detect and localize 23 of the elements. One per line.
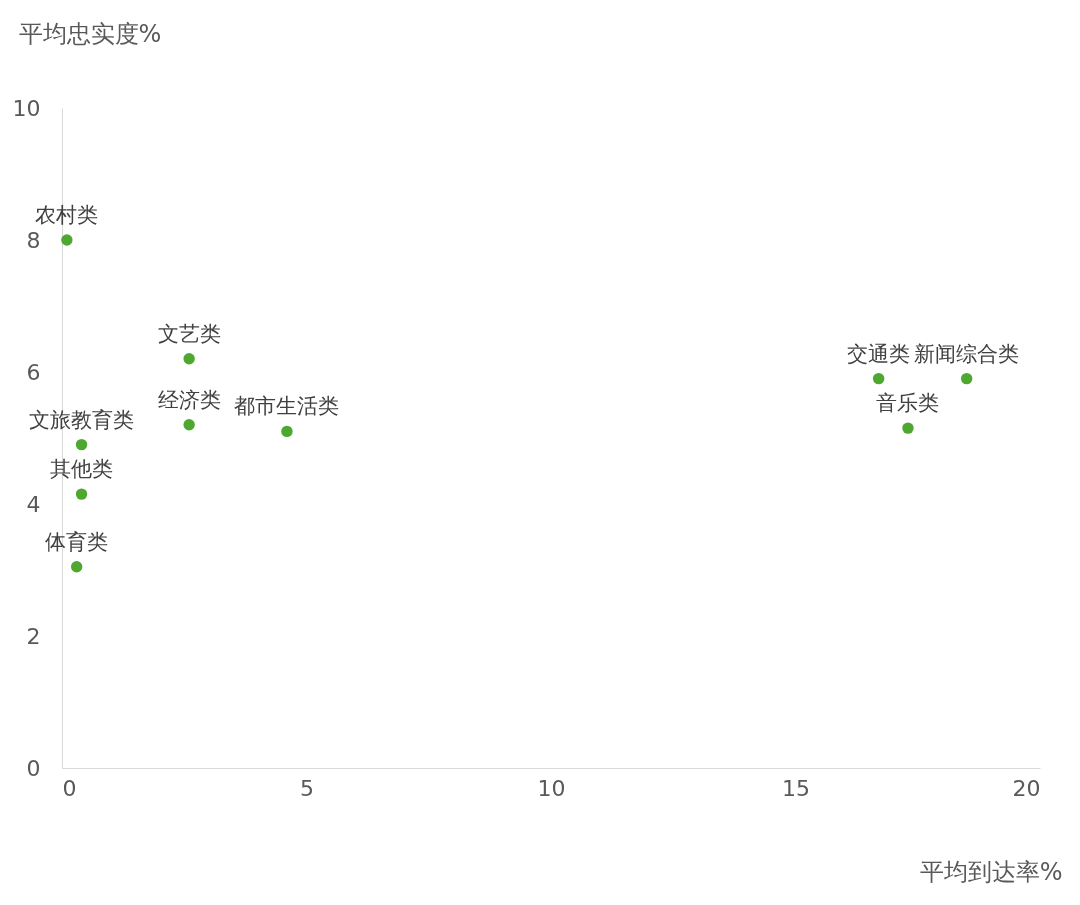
annotation: 交通类 [847, 341, 911, 366]
x-tick-label: 10 [537, 775, 566, 801]
annotation: 农村类 [35, 203, 99, 227]
annotation: 文旅教育类 [29, 407, 135, 432]
y-axis-title: 平均忠实度% [18, 19, 162, 48]
x-tick-label: 0 [62, 775, 77, 801]
annotation: 新闻综合类 [914, 341, 1020, 366]
y-tick-label: 6 [26, 359, 41, 385]
annotation: 经济类 [157, 387, 221, 412]
annotation: 体育类 [45, 529, 109, 554]
x-axis-title: 平均到达率% [919, 857, 1063, 886]
y-tick-label: 8 [26, 227, 41, 253]
x-tick-label: 15 [782, 775, 810, 801]
y-tick-label: 10 [12, 95, 41, 121]
annotation: 音乐类 [876, 391, 940, 416]
x-tick-label: 5 [300, 775, 314, 801]
x-tick-label: 20 [1012, 775, 1041, 801]
annotation: 都市生活类 [234, 394, 340, 419]
y-tick-label: 0 [26, 755, 41, 781]
annotation: 文艺类 [157, 321, 221, 346]
y-tick-label: 4 [26, 491, 41, 517]
y-tick-label: 2 [26, 623, 41, 649]
annotation: 其他类 [50, 457, 114, 482]
